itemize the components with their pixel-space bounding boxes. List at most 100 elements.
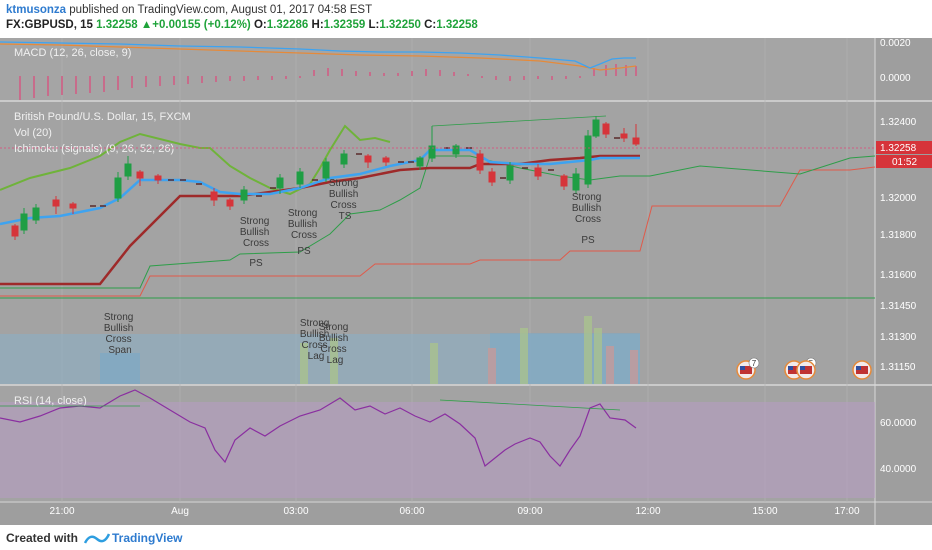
macd-tick-1: 0.0000: [880, 73, 911, 84]
signal-line: Bullish: [104, 323, 133, 334]
symbol-legend: FX:GBPUSD, 15 1.32258 ▲+0.00155 (+0.12%)…: [6, 19, 478, 31]
time-label: 17:00: [834, 506, 859, 517]
open-value: 1.32286: [266, 19, 309, 31]
time-label: 06:00: [399, 506, 424, 517]
footer: Created with TradingView: [0, 525, 932, 550]
signal-label: Strong Bullish Cross Lag: [300, 318, 332, 362]
chart-canvas[interactable]: MACD (12, 26, close, 9): [0, 38, 932, 525]
trend-line: [431, 115, 607, 127]
signal-line: PS: [297, 246, 311, 257]
rsi-tick-0: 60.0000: [880, 418, 917, 429]
signal-line: Strong: [104, 312, 133, 323]
macd-histogram: [19, 64, 637, 100]
open-label: O:: [253, 19, 267, 31]
signal-line: Cross: [575, 214, 601, 225]
signal-line: Bullish: [319, 333, 348, 344]
high-label: H:: [311, 19, 324, 31]
event-flag-icon[interactable]: 5: [784, 357, 817, 380]
rsi-line: [0, 389, 637, 467]
signal-line: Strong: [288, 208, 317, 219]
price-tick-5: 1.31300: [880, 332, 917, 343]
signal-line: PS: [581, 235, 595, 246]
signal-label: Strong Bullish Cross: [240, 216, 272, 249]
time-label: 03:00: [283, 506, 308, 517]
published-text: published on TradingView.com, August 01,…: [69, 4, 373, 16]
event-flag-icon[interactable]: [852, 360, 872, 380]
time-label: 12:00: [635, 506, 660, 517]
signal-line: Cross: [302, 340, 328, 351]
signal-line: TS: [339, 211, 352, 222]
price-title[interactable]: British Pound/U.S. Dollar, 15, FXCM: [14, 111, 191, 123]
last-price-tag-text: 1.32258: [880, 143, 917, 154]
countdown-tag-text: 01:52: [892, 157, 917, 168]
signal-line: Lag: [308, 351, 325, 362]
countdown-tag: [876, 155, 932, 168]
kijun-sen-line: [0, 154, 640, 286]
signal-line: Bullish: [288, 219, 317, 230]
signal-label: Strong Bullish Cross Span: [104, 312, 136, 356]
chart-area[interactable]: MACD (12, 26, close, 9): [0, 38, 932, 525]
signal-line: Strong: [329, 178, 358, 189]
price-tick-6: 1.31150: [880, 362, 916, 373]
macd-signal-line: [0, 43, 637, 71]
rsi-label[interactable]: RSI (14, close): [14, 395, 87, 407]
signal-line: Bullish: [300, 329, 329, 340]
signal-label: Strong Bullish Cross Lag: [319, 322, 351, 366]
signal-label: PS: [297, 246, 311, 257]
signal-label: PS: [581, 235, 595, 246]
price-tick-4: 1.31450: [880, 301, 917, 312]
signal-annotations: Strong Bullish Cross PS Strong Bullish C…: [104, 178, 604, 366]
change-value: +0.00155 (+0.12%): [152, 19, 251, 31]
signal-line: Bullish: [572, 203, 601, 214]
time-label: 15:00: [752, 506, 777, 517]
event-count: 7: [752, 359, 757, 368]
price-tick-0: 1.32400: [880, 117, 917, 128]
symbol-name[interactable]: FX:GBPUSD, 15: [6, 19, 93, 31]
signal-line: Strong: [300, 318, 329, 329]
senkou-span-a-line: [0, 155, 876, 289]
time-label: Aug: [171, 506, 189, 517]
rsi-trend-line: [439, 399, 621, 411]
macd-label[interactable]: MACD (12, 26, close, 9): [14, 47, 131, 59]
tradingview-brand[interactable]: TradingView: [112, 531, 183, 545]
author-link[interactable]: ktmusonza: [6, 4, 67, 16]
low-value: 1.32250: [379, 19, 421, 31]
chikou-span-line: [0, 124, 391, 196]
signal-line: PS: [249, 258, 263, 269]
signal-line: Cross: [106, 334, 132, 345]
signal-line: Cross: [291, 230, 317, 241]
price-tick-3: 1.31600: [880, 270, 917, 281]
up-arrow-icon: ▲: [140, 19, 153, 31]
publish-info: ktmusonza published on TradingView.com, …: [6, 4, 372, 16]
signal-line: Span: [108, 345, 131, 356]
close-value: 1.32258: [436, 19, 478, 31]
economic-events[interactable]: 7 5: [736, 357, 872, 380]
signal-label: PS: [249, 258, 263, 269]
macd-line: [0, 41, 636, 69]
signal-line: Lag: [327, 355, 344, 366]
signal-line: Strong: [319, 322, 348, 333]
rsi-tick-1: 40.0000: [880, 464, 917, 475]
event-flag-icon[interactable]: 7: [736, 357, 760, 380]
high-value: 1.32359: [323, 19, 366, 31]
volume-label[interactable]: Vol (20): [14, 127, 52, 139]
signal-line: Bullish: [329, 189, 358, 200]
signal-label: Strong Bullish Cross: [572, 192, 604, 225]
ichimoku-label[interactable]: Ichimoku (signals) (9, 26, 52, 26): [14, 143, 174, 155]
last-price: 1.32258: [96, 19, 138, 31]
close-label: C:: [424, 19, 437, 31]
price-tick-2: 1.31800: [880, 230, 917, 241]
macd-tick-0: 0.0020: [880, 38, 911, 49]
signal-label: Strong Bullish Cross TS: [329, 178, 361, 222]
price-tick-1: 1.32000: [880, 193, 917, 204]
volume-bars: [0, 316, 640, 384]
signal-line: Strong: [572, 192, 601, 203]
price-candles: [11, 116, 640, 240]
low-label: L:: [368, 19, 380, 31]
tradingview-logo-icon[interactable]: [84, 531, 110, 545]
signal-label: Strong Bullish Cross: [288, 208, 320, 241]
signal-line: Cross: [331, 200, 357, 211]
time-axis[interactable]: 21:00 Aug 03:00 06:00 09:00 12:00 15:00 …: [49, 506, 859, 517]
rsi-band: [0, 402, 875, 498]
signal-line: Cross: [243, 238, 269, 249]
